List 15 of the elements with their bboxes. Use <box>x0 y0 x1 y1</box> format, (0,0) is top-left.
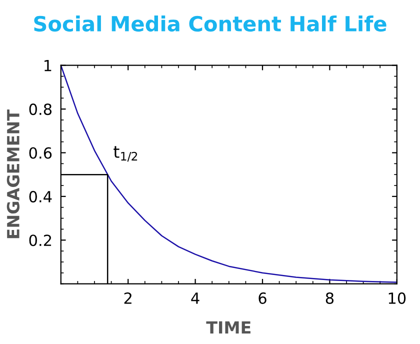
y-tick-label: 0.4 <box>29 190 52 202</box>
y-tick-label: 0.6 <box>29 147 52 159</box>
x-tick-label: 8 <box>326 292 334 304</box>
x-axis-title: TIME <box>206 321 250 334</box>
line-series <box>60 65 397 283</box>
chart-title: Social Media Content Half Life <box>34 15 386 32</box>
x-tick-label: 2 <box>124 292 132 304</box>
y-tick-label: 0.2 <box>29 234 52 246</box>
y-axis-title: ENGAGEMENT <box>6 110 20 238</box>
y-tick-label: 0.8 <box>29 104 52 116</box>
x-tick-label: 4 <box>191 292 200 304</box>
y-tick-label: 1 <box>44 60 52 72</box>
x-tick-label: 6 <box>258 292 266 304</box>
annotation: t$_{1/2}$ <box>114 146 138 162</box>
x-tick-label: 10 <box>388 292 406 304</box>
